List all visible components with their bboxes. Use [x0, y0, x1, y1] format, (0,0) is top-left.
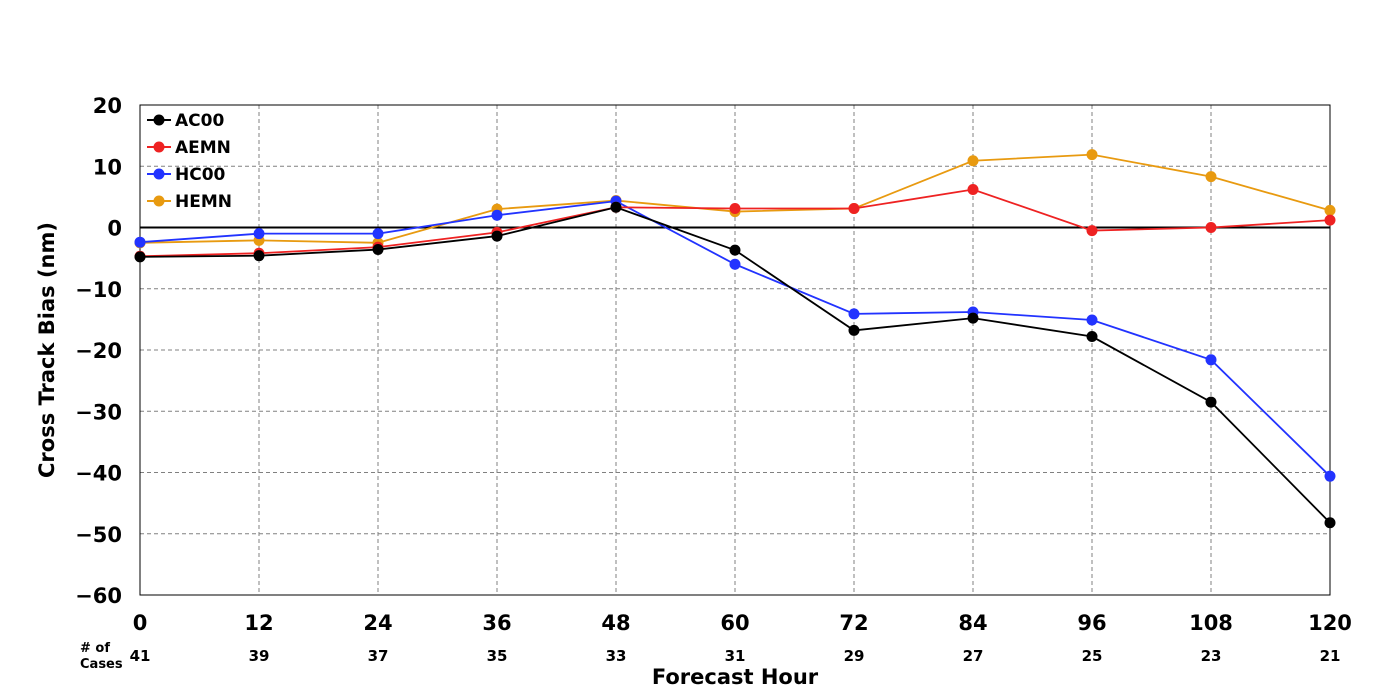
data-point-hemn: [1324, 204, 1336, 216]
case-count-label: 37: [368, 647, 389, 665]
data-point-hc00: [491, 209, 503, 221]
y-tick-label: −50: [75, 523, 122, 547]
x-tick-label: 0: [133, 611, 148, 635]
plot-border: [139, 104, 1331, 596]
data-point-hemn: [967, 155, 979, 167]
case-count-label: 31: [725, 647, 746, 665]
legend-marker: [153, 168, 165, 180]
x-tick-label: 36: [482, 611, 511, 635]
legend-marker: [153, 141, 165, 153]
x-tick-label: 120: [1308, 611, 1352, 635]
case-count-label: 27: [963, 647, 984, 665]
y-tick-label: −20: [75, 339, 122, 363]
data-point-ac00: [1205, 396, 1217, 408]
data-point-aemn: [848, 203, 860, 215]
x-tick-label: 12: [244, 611, 273, 635]
legend-label: HC00: [175, 165, 226, 185]
data-point-aemn: [967, 184, 979, 196]
data-point-hc00: [1324, 470, 1336, 482]
data-point-ac00: [134, 251, 146, 263]
y-tick-labels: 20 10 0 −10 −20 −30 −40 −50 −60: [75, 94, 122, 608]
series-ac00: [134, 201, 1336, 529]
case-count-label: 35: [487, 647, 508, 665]
legend-label: AEMN: [175, 138, 231, 158]
data-point-hc00: [372, 228, 384, 240]
case-count-label: 33: [606, 647, 627, 665]
y-tick-label: 10: [93, 155, 122, 179]
data-point-aemn: [1205, 222, 1217, 233]
plot-frame: [139, 104, 1331, 596]
data-point-ac00: [253, 250, 265, 262]
data-point-hemn: [1205, 171, 1217, 183]
case-count-label: 41: [130, 647, 151, 665]
y-tick-label: −40: [75, 462, 122, 486]
data-point-aemn: [1324, 214, 1336, 226]
legend-marker: [153, 195, 165, 207]
legend-item-hemn: HEMN: [147, 192, 232, 212]
x-tick-labels: 0 12 24 36 48 60 72 84 96 108 120: [133, 611, 1352, 635]
data-point-ac00: [610, 201, 622, 213]
data-point-ac00: [1324, 517, 1336, 529]
case-count-label: 25: [1082, 647, 1103, 665]
case-counts: 41 39 37 35 33 31 29 27 25 23 21: [130, 647, 1341, 665]
legend-label: AC00: [175, 111, 224, 131]
data-point-ac00: [491, 230, 503, 242]
series-lines: [134, 149, 1336, 529]
y-tick-label: 20: [93, 94, 122, 118]
x-tick-label: 48: [601, 611, 630, 635]
case-count-label: 39: [249, 647, 270, 665]
data-point-hc00: [1205, 354, 1217, 366]
legend-item-aemn: AEMN: [147, 138, 231, 158]
data-point-hc00: [134, 236, 146, 248]
data-point-hc00: [729, 258, 741, 270]
y-tick-label: −10: [75, 278, 122, 302]
case-count-label: 21: [1320, 647, 1341, 665]
y-tick-label: −30: [75, 400, 122, 424]
data-point-aemn: [729, 203, 741, 215]
y-tick-label: 0: [107, 217, 122, 241]
y-tick-label: −60: [75, 584, 122, 608]
data-point-hc00: [848, 308, 860, 320]
x-tick-label: 72: [839, 611, 868, 635]
legend-item-ac00: AC00: [147, 111, 224, 131]
x-tick-label: 96: [1077, 611, 1106, 635]
cases-title-line2: Cases: [80, 657, 123, 672]
x-tick-label: 24: [363, 611, 392, 635]
cases-title-line1: # of: [80, 641, 110, 656]
legend-item-hc00: HC00: [147, 165, 226, 185]
data-point-ac00: [1086, 331, 1098, 343]
x-axis-label: Forecast Hour: [652, 665, 819, 689]
legend-marker: [153, 114, 165, 126]
grid-lines: [139, 104, 1331, 596]
legend-label: HEMN: [175, 192, 232, 212]
x-tick-label: 108: [1189, 611, 1233, 635]
data-point-ac00: [729, 244, 741, 256]
case-count-label: 29: [844, 647, 865, 665]
series-hc00: [134, 195, 1336, 482]
legend: AC00 AEMN HC00 HEMN: [147, 111, 232, 212]
case-count-label: 23: [1201, 647, 1222, 665]
data-point-hemn: [1086, 149, 1098, 161]
data-point-aemn: [1086, 225, 1098, 237]
x-tick-label: 60: [720, 611, 749, 635]
data-point-ac00: [967, 312, 979, 324]
data-point-hc00: [253, 228, 265, 240]
data-point-ac00: [848, 324, 860, 336]
x-tick-label: 84: [958, 611, 987, 635]
y-axis-label: Cross Track Bias (nm): [35, 222, 59, 478]
data-point-hc00: [1086, 314, 1098, 326]
data-point-ac00: [372, 244, 384, 256]
